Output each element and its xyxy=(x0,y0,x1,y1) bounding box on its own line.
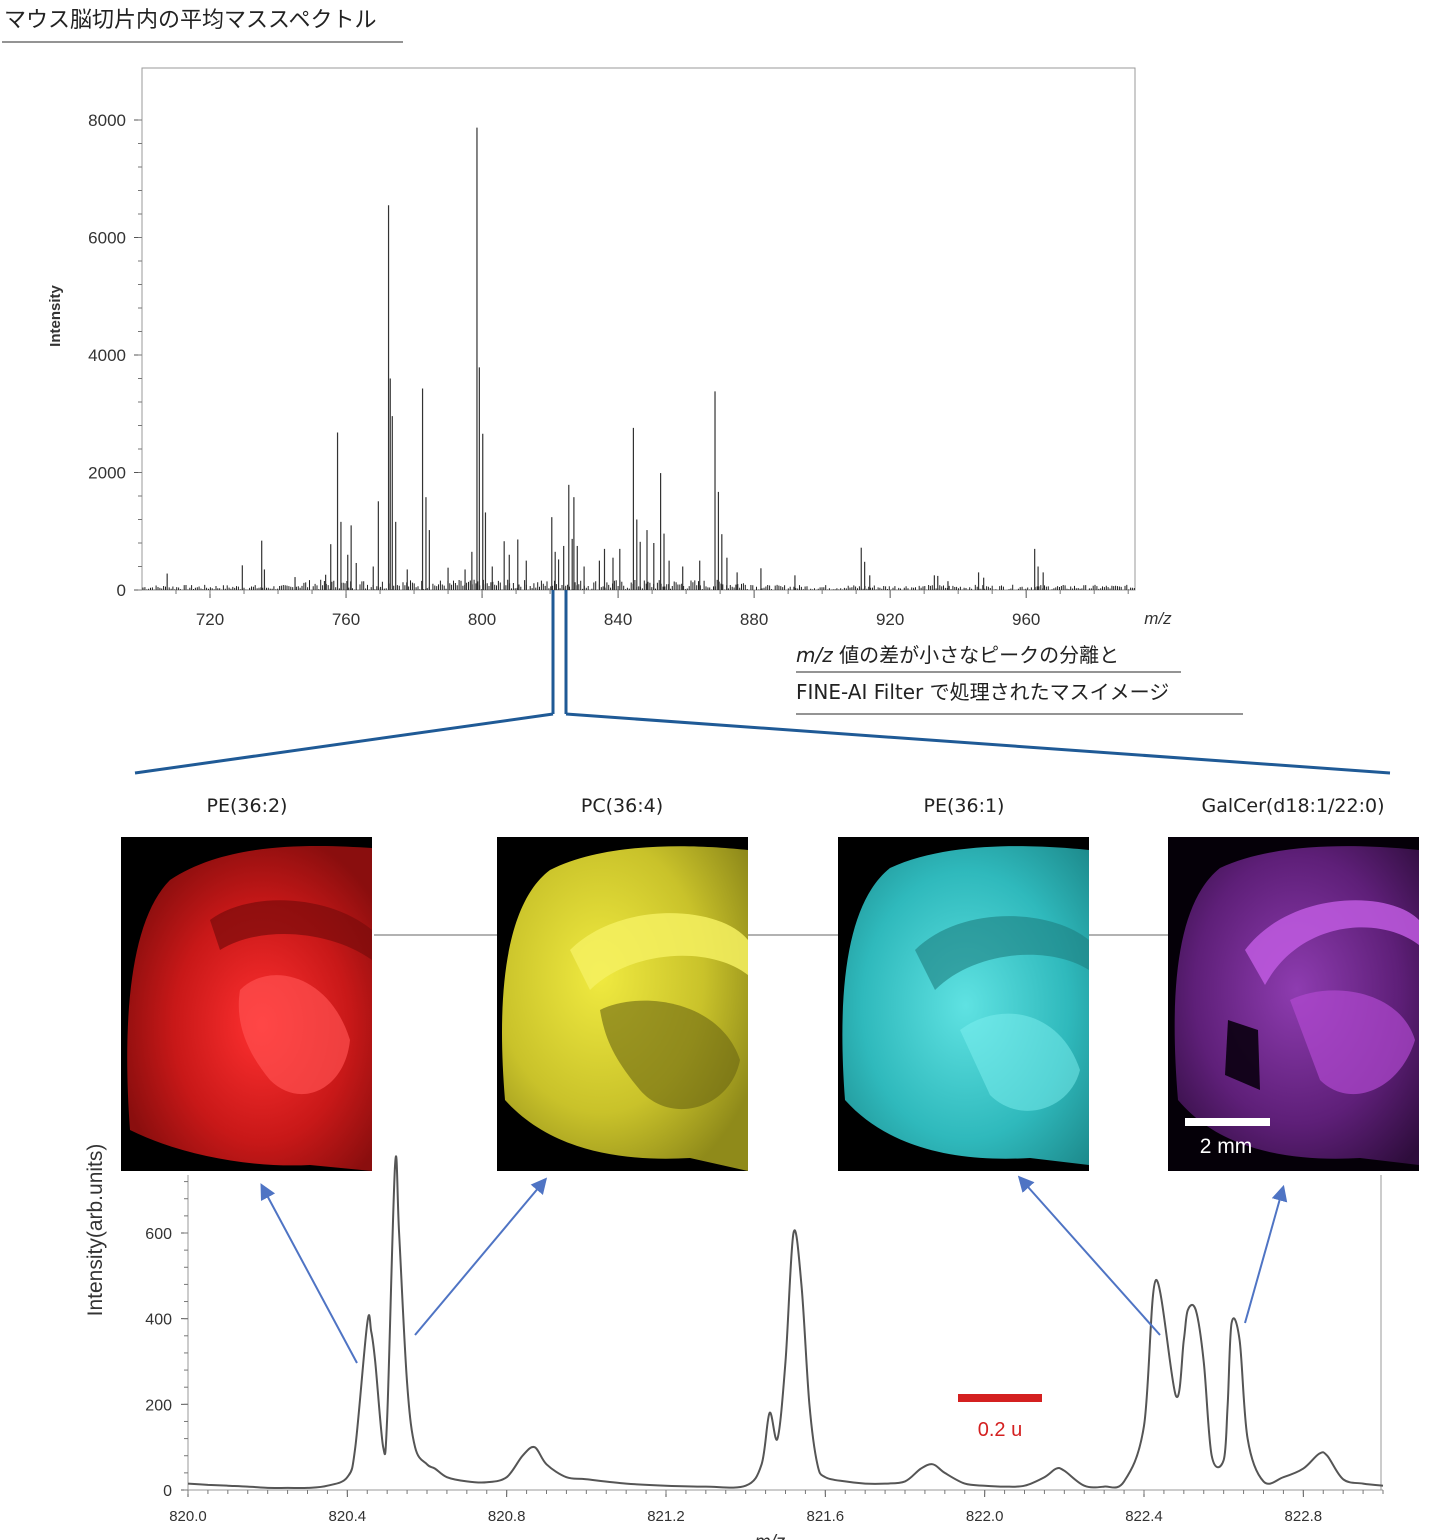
arrow-galcer xyxy=(1244,1184,1288,1324)
image-scale-label: 2 mm xyxy=(1200,1135,1253,1158)
image-panel-galcer: GalCer(d18:1/22:0) 2 mm xyxy=(1168,795,1419,1171)
annotation-note: m/z 値の差が小さなピークの分離と FINE-AI Filter で処理された… xyxy=(796,643,1243,715)
top-x-tick-label: 960 xyxy=(1012,610,1040,629)
image-panel-pc364: PC(36:4) xyxy=(497,795,748,1171)
bottom-x-tick-label: 820.8 xyxy=(488,1508,526,1525)
bottom-spectrum-line xyxy=(187,1155,1384,1490)
bottom-y-tick-label: 600 xyxy=(145,1226,172,1243)
image-panel-pe361: PE(36:1) xyxy=(838,795,1089,1171)
top-x-tick-label: 720 xyxy=(196,610,224,629)
image-label: PE(36:2) xyxy=(207,795,288,817)
bottom-y-tick-label: 400 xyxy=(145,1312,172,1329)
arrow-pc364 xyxy=(414,1177,548,1336)
bottom-x-tick-label: 821.6 xyxy=(807,1508,845,1525)
top-plot-frame xyxy=(141,67,1136,591)
bottom-y-tick-label: 200 xyxy=(145,1397,172,1414)
bottom-y-axis-label: Intensity(arb.units) xyxy=(84,1144,107,1317)
top-y-tick-label: 2000 xyxy=(88,464,126,483)
top-x-tick-label: 760 xyxy=(332,610,360,629)
top-y-tick-label: 4000 xyxy=(88,346,126,365)
top-y-axis-label: Intensity xyxy=(47,285,64,347)
zoom-bracket xyxy=(134,590,1391,775)
bottom-x-axis: 820.0 820.4 820.8 821.2 821.6 822.0 822.4 822.8 xyxy=(169,1490,1384,1525)
bottom-y-axis: 0 200 400 600 xyxy=(145,1181,188,1500)
top-x-tick-label: 800 xyxy=(468,610,496,629)
image-label: GalCer(d18:1/22:0) xyxy=(1201,795,1384,817)
image-label: PE(36:1) xyxy=(924,795,1005,817)
top-y-tick-label: 6000 xyxy=(88,229,126,248)
mass-scale-label: 0.2 u xyxy=(978,1419,1022,1441)
mass-scale-bar xyxy=(958,1394,1042,1402)
image-panel-pe362: PE(36:2) xyxy=(121,795,372,1171)
bottom-x-tick-label: 822.8 xyxy=(1285,1508,1323,1525)
top-y-tick-label: 8000 xyxy=(88,111,126,130)
top-x-tick-label: 880 xyxy=(740,610,768,629)
top-y-tick-label: 0 xyxy=(117,581,126,600)
note-line1: 値の差が小さなピークの分離と xyxy=(833,643,1119,667)
bottom-x-tick-label: 820.4 xyxy=(329,1508,367,1525)
top-x-axis-label: m/z xyxy=(1144,609,1172,628)
top-x-axis: 720 760 800 840 880 920 960 xyxy=(175,590,1129,629)
bottom-x-tick-label: 821.2 xyxy=(647,1508,685,1525)
top-x-tick-label: 840 xyxy=(604,610,632,629)
bottom-x-tick-label: 822.4 xyxy=(1125,1508,1163,1525)
note-mz: m/z xyxy=(796,643,833,667)
top-x-tick-label: 920 xyxy=(876,610,904,629)
bottom-x-tick-label: 820.0 xyxy=(169,1508,207,1525)
bottom-x-axis-label: m/z xyxy=(755,1532,786,1540)
peak-arrows xyxy=(260,1175,1288,1364)
svg-text:m/z 値の差が小さなピークの分離と: m/z 値の差が小さなピークの分離と xyxy=(796,643,1119,667)
arrow-pe362 xyxy=(260,1183,358,1364)
top-y-axis: 0 2000 4000 6000 8000 xyxy=(88,111,142,600)
arrow-pe361 xyxy=(1017,1175,1161,1336)
top-spectrum-peaks xyxy=(142,127,1135,590)
bottom-x-tick-label: 822.0 xyxy=(966,1508,1004,1525)
brain-section-cyan xyxy=(842,846,1089,1165)
note-line2: FINE-AI Filter で処理されたマスイメージ xyxy=(796,680,1169,704)
image-label: PC(36:4) xyxy=(581,795,663,817)
bottom-y-tick-label: 0 xyxy=(163,1483,172,1500)
page-title: マウス脳切片内の平均マススペクトル xyxy=(4,8,376,33)
image-scale-bar xyxy=(1185,1118,1270,1126)
